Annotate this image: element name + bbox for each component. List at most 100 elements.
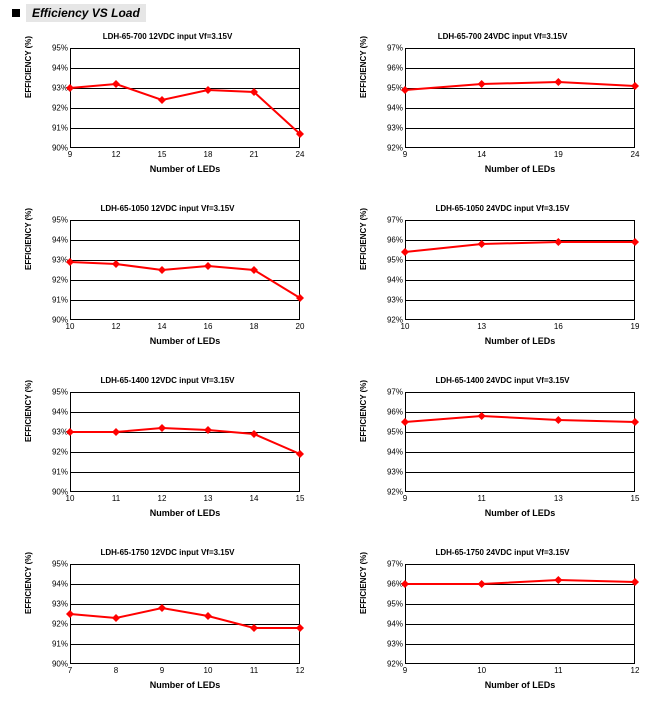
data-marker-icon	[158, 604, 166, 612]
data-series	[70, 392, 300, 492]
page: Efficiency VS Load LDH-65-700 12VDC inpu…	[0, 0, 670, 727]
x-tick-label: 10	[66, 322, 75, 331]
y-tick-label: 92%	[379, 488, 403, 497]
y-tick-label: 92%	[44, 620, 68, 629]
data-marker-icon	[112, 80, 120, 88]
data-marker-icon	[478, 412, 486, 420]
data-series	[405, 48, 635, 148]
data-marker-icon	[631, 82, 639, 90]
y-tick-label: 97%	[379, 216, 403, 225]
series-line	[405, 82, 635, 90]
data-marker-icon	[250, 430, 258, 438]
data-marker-icon	[204, 426, 212, 434]
y-tick-label: 92%	[44, 276, 68, 285]
data-marker-icon	[478, 240, 486, 248]
y-axis-label: EFFICIENCY (%)	[24, 552, 33, 614]
y-tick-label: 94%	[44, 580, 68, 589]
plot-area	[405, 564, 635, 664]
data-marker-icon	[554, 78, 562, 86]
chart-panel: LDH-65-1400 24VDC input Vf=3.15VEFFICIEN…	[335, 370, 670, 540]
x-tick-label: 20	[296, 322, 305, 331]
y-tick-label: 93%	[44, 256, 68, 265]
data-series	[405, 392, 635, 492]
x-tick-label: 13	[477, 322, 486, 331]
x-tick-label: 14	[158, 322, 167, 331]
y-tick-label: 90%	[44, 144, 68, 153]
data-marker-icon	[112, 428, 120, 436]
data-series	[405, 220, 635, 320]
data-marker-icon	[478, 580, 486, 588]
y-tick-label: 91%	[44, 124, 68, 133]
bullet-square-icon	[12, 9, 20, 17]
x-axis-label: Number of LEDs	[405, 164, 635, 174]
chart-title: LDH-65-1050 12VDC input Vf=3.15V	[0, 204, 335, 213]
x-tick-label: 15	[158, 150, 167, 159]
chart-title: LDH-65-700 12VDC input Vf=3.15V	[0, 32, 335, 41]
x-axis-label: Number of LEDs	[70, 164, 300, 174]
series-line	[70, 428, 300, 454]
y-tick-label: 94%	[44, 64, 68, 73]
data-marker-icon	[296, 450, 304, 458]
y-tick-label: 94%	[379, 104, 403, 113]
y-tick-label: 97%	[379, 388, 403, 397]
y-tick-label: 93%	[44, 428, 68, 437]
y-tick-label: 93%	[379, 468, 403, 477]
x-tick-label: 9	[403, 666, 407, 675]
y-tick-label: 95%	[379, 256, 403, 265]
series-line	[405, 580, 635, 584]
chart-title: LDH-65-700 24VDC input Vf=3.15V	[335, 32, 670, 41]
chart-title: LDH-65-1400 12VDC input Vf=3.15V	[0, 376, 335, 385]
x-axis-label: Number of LEDs	[70, 336, 300, 346]
y-axis-label: EFFICIENCY (%)	[24, 36, 33, 98]
data-marker-icon	[478, 80, 486, 88]
y-tick-label: 93%	[379, 296, 403, 305]
x-tick-label: 16	[554, 322, 563, 331]
y-tick-label: 95%	[44, 560, 68, 569]
x-tick-label: 16	[204, 322, 213, 331]
y-tick-label: 91%	[44, 296, 68, 305]
plot-area	[405, 220, 635, 320]
x-axis-label: Number of LEDs	[70, 680, 300, 690]
y-tick-label: 91%	[44, 468, 68, 477]
y-tick-label: 97%	[379, 560, 403, 569]
x-tick-label: 24	[631, 150, 640, 159]
y-tick-label: 96%	[379, 580, 403, 589]
x-tick-label: 12	[158, 494, 167, 503]
chart-title: LDH-65-1750 12VDC input Vf=3.15V	[0, 548, 335, 557]
x-tick-label: 11	[250, 666, 258, 675]
chart-panel: LDH-65-1750 12VDC input Vf=3.15VEFFICIEN…	[0, 542, 335, 712]
data-marker-icon	[158, 424, 166, 432]
x-axis-label: Number of LEDs	[405, 336, 635, 346]
data-marker-icon	[631, 418, 639, 426]
section-header: Efficiency VS Load	[12, 4, 146, 22]
x-tick-label: 19	[631, 322, 640, 331]
plot-area	[70, 48, 300, 148]
y-tick-label: 95%	[379, 428, 403, 437]
y-tick-label: 96%	[379, 408, 403, 417]
data-marker-icon	[204, 86, 212, 94]
data-series	[70, 220, 300, 320]
plot-area	[405, 392, 635, 492]
chart-panel: LDH-65-1750 24VDC input Vf=3.15VEFFICIEN…	[335, 542, 670, 712]
x-tick-label: 11	[478, 494, 486, 503]
data-marker-icon	[204, 612, 212, 620]
x-tick-label: 10	[401, 322, 410, 331]
x-tick-label: 9	[403, 150, 407, 159]
data-marker-icon	[554, 416, 562, 424]
x-tick-label: 9	[68, 150, 72, 159]
data-series	[405, 564, 635, 664]
x-tick-label: 7	[68, 666, 72, 675]
x-tick-label: 10	[66, 494, 75, 503]
data-marker-icon	[66, 610, 74, 618]
x-tick-label: 21	[250, 150, 259, 159]
data-marker-icon	[112, 614, 120, 622]
y-tick-label: 95%	[379, 84, 403, 93]
y-tick-label: 92%	[379, 144, 403, 153]
x-tick-label: 9	[160, 666, 164, 675]
data-marker-icon	[158, 266, 166, 274]
x-tick-label: 14	[250, 494, 259, 503]
data-marker-icon	[631, 578, 639, 586]
x-tick-label: 18	[204, 150, 213, 159]
y-tick-label: 95%	[44, 388, 68, 397]
data-marker-icon	[158, 96, 166, 104]
